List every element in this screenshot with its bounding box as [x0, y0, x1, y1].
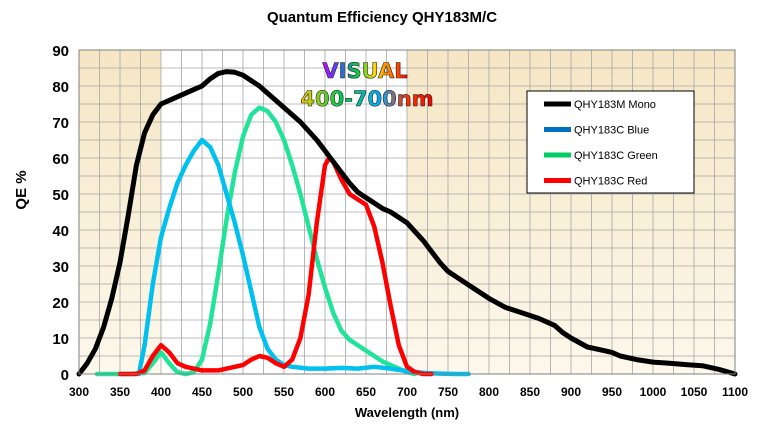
legend-label: QHY183C Red [574, 176, 647, 188]
legend-label: QHY183C Green [574, 150, 658, 162]
legend-label: QHY183M Mono [574, 99, 656, 111]
y-tick-label: 50 [52, 187, 69, 204]
legend: QHY183M Mono QHY183C Blue QHY183C Green QHY… [526, 90, 695, 194]
visual-annotation: VISUAL [322, 59, 407, 83]
x-tick-label: 850 [520, 385, 540, 399]
x-axis-label: Wavelength (nm) [355, 405, 459, 420]
x-tick-labels: 300 350 400 450 500 550 600 650 700 750 800 850 900 9… [69, 385, 748, 399]
series-line-qhy183c-red [117, 155, 434, 377]
x-tick-label: 900 [561, 385, 581, 399]
series-line-qhy183c-green [94, 105, 418, 377]
visual-range-annotation: 400-700nm [300, 87, 433, 111]
x-tick-label: 950 [602, 385, 622, 399]
x-tick-label: 800 [479, 385, 499, 399]
y-tick-labels: 0 10 20 30 40 50 60 70 80 90 [52, 43, 69, 384]
plot-frame [78, 49, 736, 375]
legend-box [526, 90, 695, 194]
x-tick-label: 550 [274, 385, 294, 399]
y-tick-label: 20 [52, 295, 69, 312]
y-tick-label: 60 [52, 151, 69, 168]
y-tick-label: 30 [52, 259, 69, 276]
series-line-qhy183m-mono [76, 69, 738, 377]
y-tick-label: 0 [61, 367, 69, 384]
x-tick-label: 500 [233, 385, 253, 399]
x-tick-label: 300 [69, 385, 89, 399]
y-tick-label: 70 [52, 115, 69, 132]
series-line-qhy183c-blue [136, 137, 471, 377]
y-tick-label: 80 [52, 79, 69, 96]
series-lines [76, 69, 738, 377]
x-tick-label: 400 [151, 385, 171, 399]
x-tick-label: 600 [315, 385, 335, 399]
x-tick-label: 700 [397, 385, 417, 399]
y-tick-label: 10 [52, 331, 69, 348]
x-tick-label: 350 [110, 385, 130, 399]
x-tick-label: 750 [438, 385, 458, 399]
x-tick-label: 650 [356, 385, 376, 399]
y-tick-label: 90 [52, 43, 69, 60]
x-tick-label: 450 [192, 385, 212, 399]
x-tick-label: 1050 [681, 385, 708, 399]
x-tick-label: 1100 [722, 385, 748, 399]
chart-title: Quantum Efficiency QHY183M/C [267, 9, 497, 26]
x-tick-label: 1000 [640, 385, 667, 399]
y-tick-label: 40 [52, 223, 69, 240]
legend-label: QHY183C Blue [574, 125, 649, 137]
y-axis-label: QE % [13, 170, 30, 209]
